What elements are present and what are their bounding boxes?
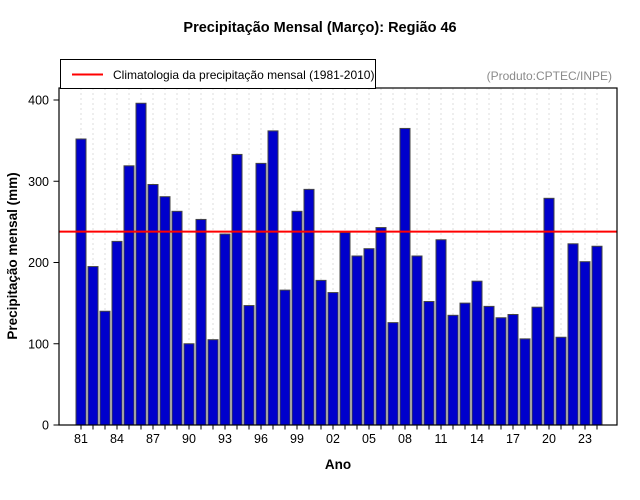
x-tick-label: 02 <box>326 432 340 446</box>
bar-2011 <box>435 239 447 426</box>
bar-2005 <box>363 248 375 426</box>
bar-2012 <box>447 314 459 426</box>
bar-2014 <box>471 280 483 426</box>
bar-2002 <box>327 292 339 426</box>
bar-1990 <box>183 343 195 426</box>
bar-1982 <box>87 266 99 426</box>
bar-1987 <box>147 184 159 426</box>
legend: Climatologia da precipitação mensal (198… <box>60 59 376 89</box>
bar-2007 <box>387 322 399 426</box>
bar-1986 <box>135 102 147 426</box>
bar-1991 <box>195 218 207 426</box>
bar-1997 <box>267 130 279 426</box>
bar-2003 <box>339 231 351 426</box>
bar-1999 <box>291 210 303 426</box>
legend-box <box>60 59 376 89</box>
bar-1992 <box>207 339 219 426</box>
bar-1983 <box>99 310 111 426</box>
x-tick-label: 14 <box>470 432 484 446</box>
x-tick-label: 93 <box>218 432 232 446</box>
bar-1994 <box>231 153 243 426</box>
x-tick-label: 08 <box>398 432 412 446</box>
bar-1998 <box>279 289 291 426</box>
bar-2001 <box>315 279 327 426</box>
bar-1995 <box>243 305 255 426</box>
bar-2010 <box>423 301 435 426</box>
y-tick-label: 100 <box>28 337 49 351</box>
bar-2018 <box>519 338 531 426</box>
bar-2008 <box>399 127 411 426</box>
bars-group <box>75 102 603 426</box>
y-axis-label: Precipitação mensal (mm) <box>5 172 20 339</box>
produto-note: (Produto:CPTEC/INPE) <box>487 69 612 83</box>
x-tick-label: 23 <box>578 432 592 446</box>
bar-2015 <box>483 305 495 426</box>
x-tick-label: 17 <box>506 432 520 446</box>
x-tick-label: 05 <box>362 432 376 446</box>
x-tick-label: 99 <box>290 432 304 446</box>
bar-1984 <box>111 240 123 426</box>
y-tick-label: 200 <box>28 256 49 270</box>
chart-title: Precipitação Mensal (Março): Região 46 <box>183 20 456 36</box>
x-tick-label: 20 <box>542 432 556 446</box>
bar-1985 <box>123 165 135 426</box>
bar-2000 <box>303 188 315 426</box>
legend-label: Climatologia da precipitação mensal (198… <box>113 68 374 82</box>
x-axis: 81 84 87 90 93 96 99 02 05 08 11 14 17 20 23 <box>74 425 598 446</box>
bar-1989 <box>171 210 183 426</box>
bar-1993 <box>219 233 231 426</box>
y-tick-label: 300 <box>28 175 49 189</box>
bar-2021 <box>555 336 567 426</box>
x-tick-label: 96 <box>254 432 268 446</box>
x-tick-label: 11 <box>435 432 448 446</box>
y-tick-label: 0 <box>42 419 49 433</box>
y-tick-label: 400 <box>28 94 49 108</box>
bar-2004 <box>351 255 363 426</box>
x-tick-label: 90 <box>182 432 196 446</box>
bar-2009 <box>411 255 423 426</box>
bar-2016 <box>495 317 507 426</box>
bar-1996 <box>255 162 267 426</box>
x-axis-label: Ano <box>325 457 351 472</box>
x-tick-label: 84 <box>110 432 124 446</box>
bar-2006 <box>375 227 387 426</box>
bar-2023 <box>579 261 591 426</box>
bar-2013 <box>459 302 471 426</box>
x-tick-label: 81 <box>74 432 88 446</box>
bar-2024 <box>591 245 603 426</box>
x-tick-label: 87 <box>146 432 160 446</box>
bar-2019 <box>531 306 543 426</box>
y-axis: 0 100 200 300 400 <box>28 94 59 433</box>
bar-2017 <box>507 314 519 426</box>
bar-2022 <box>567 243 579 426</box>
bar-1981 <box>75 138 87 426</box>
